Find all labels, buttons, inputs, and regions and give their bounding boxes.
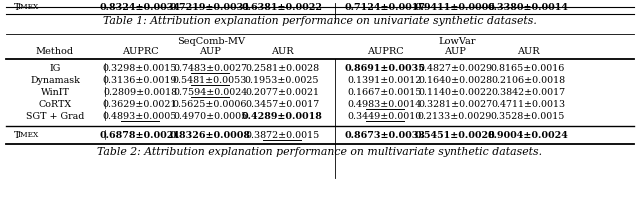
Text: Table 1: Attribution explanation performance on univariate synthetic datasets.: Table 1: Attribution explanation perform… <box>103 16 537 26</box>
Text: 0.3449±0.0010: 0.3449±0.0010 <box>348 112 422 121</box>
Text: 0.4983±0.0014: 0.4983±0.0014 <box>348 100 422 109</box>
Text: 0.7219±0.0031: 0.7219±0.0031 <box>170 3 250 12</box>
Text: Dynamask: Dynamask <box>30 76 80 85</box>
Text: 0.2133±0.0029: 0.2133±0.0029 <box>418 112 492 121</box>
Text: 0.3380±0.0014: 0.3380±0.0014 <box>488 3 568 12</box>
Text: 0.7594±0.0024: 0.7594±0.0024 <box>173 88 247 97</box>
Text: 0.1140±0.0022: 0.1140±0.0022 <box>418 88 492 97</box>
Text: 0.1667±0.0015: 0.1667±0.0015 <box>348 88 422 97</box>
Text: 0.4893±0.0005: 0.4893±0.0005 <box>103 112 177 121</box>
Text: 0.1391±0.0012: 0.1391±0.0012 <box>348 76 422 85</box>
Text: Table 2: Attribution explanation performance on multivariate synthetic datasets.: Table 2: Attribution explanation perform… <box>97 147 543 157</box>
Text: 0.8326±0.0008: 0.8326±0.0008 <box>170 131 250 140</box>
Text: 0.6381±0.0022: 0.6381±0.0022 <box>241 3 323 12</box>
Text: 0.4827±0.0029: 0.4827±0.0029 <box>418 64 492 73</box>
Text: 0.4289±0.0018: 0.4289±0.0018 <box>241 112 323 121</box>
Text: 0.8165±0.0016: 0.8165±0.0016 <box>491 64 565 73</box>
Text: CoRTX: CoRTX <box>38 100 72 109</box>
Text: IMEX: IMEX <box>17 131 39 139</box>
Text: 0.1953±0.0025: 0.1953±0.0025 <box>244 76 319 85</box>
Text: 0.2809±0.0018: 0.2809±0.0018 <box>103 88 177 97</box>
Text: 0.1640±0.0028: 0.1640±0.0028 <box>418 76 492 85</box>
Text: 0.3281±0.0027: 0.3281±0.0027 <box>418 100 492 109</box>
Text: 0.3528±0.0015: 0.3528±0.0015 <box>491 112 565 121</box>
Text: 0.3457±0.0017: 0.3457±0.0017 <box>245 100 319 109</box>
Text: T: T <box>14 131 20 140</box>
Text: 0.3136±0.0019: 0.3136±0.0019 <box>103 76 177 85</box>
Text: AUR: AUR <box>271 47 293 56</box>
Text: AUP: AUP <box>199 47 221 56</box>
Text: AUPRC: AUPRC <box>122 47 158 56</box>
Text: 0.3872±0.0015: 0.3872±0.0015 <box>245 131 319 140</box>
Text: Method: Method <box>36 47 74 56</box>
Text: 0.8691±0.0035: 0.8691±0.0035 <box>344 64 426 73</box>
Text: 0.8673±0.0033: 0.8673±0.0033 <box>344 131 426 140</box>
Text: WinIT: WinIT <box>40 88 69 97</box>
Text: 0.3842±0.0017: 0.3842±0.0017 <box>491 88 565 97</box>
Text: 0.8324±0.0034: 0.8324±0.0034 <box>99 3 180 12</box>
Text: 0.2077±0.0021: 0.2077±0.0021 <box>245 88 319 97</box>
Text: 0.2581±0.0028: 0.2581±0.0028 <box>245 64 319 73</box>
Text: IG: IG <box>49 64 61 73</box>
Text: 0.7483±0.0027: 0.7483±0.0027 <box>173 64 247 73</box>
Text: 0.6878±0.0021: 0.6878±0.0021 <box>99 131 180 140</box>
Text: 0.9004±0.0024: 0.9004±0.0024 <box>488 131 568 140</box>
Text: 0.5625±0.0006: 0.5625±0.0006 <box>173 100 247 109</box>
Text: LowVar: LowVar <box>438 37 476 46</box>
Text: 0.3298±0.0015: 0.3298±0.0015 <box>103 64 177 73</box>
Text: AUPRC: AUPRC <box>367 47 403 56</box>
Text: 0.5451±0.0028: 0.5451±0.0028 <box>415 131 495 140</box>
Text: SeqComb-MV: SeqComb-MV <box>177 37 245 46</box>
Text: 0.4711±0.0013: 0.4711±0.0013 <box>491 100 565 109</box>
Text: 0.7124±0.0017: 0.7124±0.0017 <box>344 3 426 12</box>
Text: AUP: AUP <box>444 47 466 56</box>
Text: 0.9411±0.0006: 0.9411±0.0006 <box>415 3 495 12</box>
Text: AUR: AUR <box>516 47 540 56</box>
Text: SGT + Grad: SGT + Grad <box>26 112 84 121</box>
Text: IMEX: IMEX <box>17 3 39 11</box>
Text: 0.5481±0.0053: 0.5481±0.0053 <box>173 76 247 85</box>
Text: 0.3629±0.0021: 0.3629±0.0021 <box>103 100 177 109</box>
Text: 0.4970±0.0005: 0.4970±0.0005 <box>173 112 247 121</box>
Text: 0.2106±0.0018: 0.2106±0.0018 <box>491 76 565 85</box>
Text: T: T <box>14 3 20 12</box>
